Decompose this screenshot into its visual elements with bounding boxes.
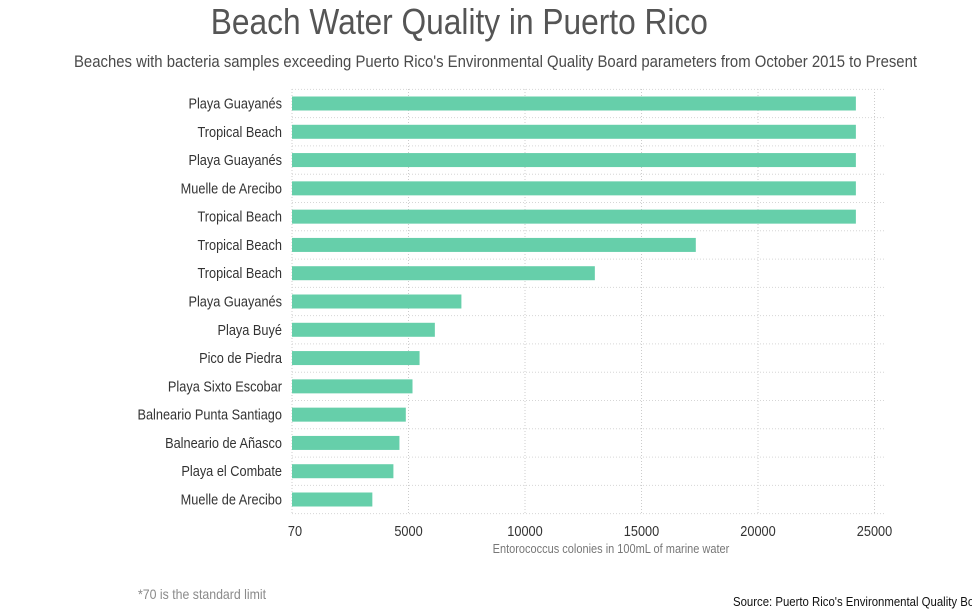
bar: [292, 209, 856, 224]
bar: [292, 464, 394, 479]
bar: [292, 266, 595, 281]
category-label: Muelle de Arecibo: [181, 492, 283, 508]
category-label: Playa Buyé: [218, 322, 282, 338]
bar: [292, 351, 420, 366]
category-label: Balneario de Añasco: [165, 435, 282, 451]
source-credit: Source: Puerto Rico's Environmental Qual…: [733, 594, 972, 609]
x-tick-label: 20000: [740, 523, 776, 539]
chart-subtitle: Beaches with bacteria samples exceeding …: [74, 52, 918, 71]
category-label: Playa Guayanés: [188, 152, 282, 168]
bar: [292, 294, 462, 309]
x-tick-labels: 70 5000 10000 15000 20000 25000: [288, 523, 893, 539]
category-label: Tropical Beach: [197, 237, 282, 253]
category-label: Playa Guayanés: [188, 96, 282, 112]
x-tick-label: 70: [288, 523, 303, 539]
bar: [292, 181, 856, 196]
category-labels: Playa Guayanés Tropical Beach Playa Guayan…: [137, 96, 282, 508]
x-axis-title: Entorococcus colonies in 100mL of marine…: [493, 542, 730, 556]
bar: [292, 124, 856, 139]
category-label: Tropical Beach: [197, 265, 282, 281]
category-label: Playa Guayanés: [188, 294, 282, 310]
category-label: Muelle de Arecibo: [181, 181, 283, 197]
category-label: Playa Sixto Escobar: [168, 379, 282, 395]
category-label: Playa el Combate: [181, 463, 282, 479]
bar: [292, 322, 435, 337]
bar: [292, 492, 373, 507]
footnote: *70 is the standard limit: [138, 586, 267, 602]
bars: [292, 96, 856, 507]
category-label: Tropical Beach: [197, 124, 282, 140]
chart-title: Beach Water Quality in Puerto Rico: [210, 1, 708, 42]
x-tick-label: 25000: [857, 523, 893, 539]
bar: [292, 153, 856, 168]
bar: [292, 407, 406, 422]
category-label: Pico de Piedra: [199, 350, 282, 366]
x-tick-label: 10000: [507, 523, 543, 539]
bar: [292, 96, 856, 111]
bar: [292, 237, 696, 252]
x-tick-label: 5000: [394, 523, 423, 539]
bar: [292, 435, 400, 450]
category-label: Balneario Punta Santiago: [137, 407, 282, 423]
bar: [292, 379, 413, 394]
x-tick-label: 15000: [624, 523, 660, 539]
category-label: Tropical Beach: [197, 209, 282, 225]
